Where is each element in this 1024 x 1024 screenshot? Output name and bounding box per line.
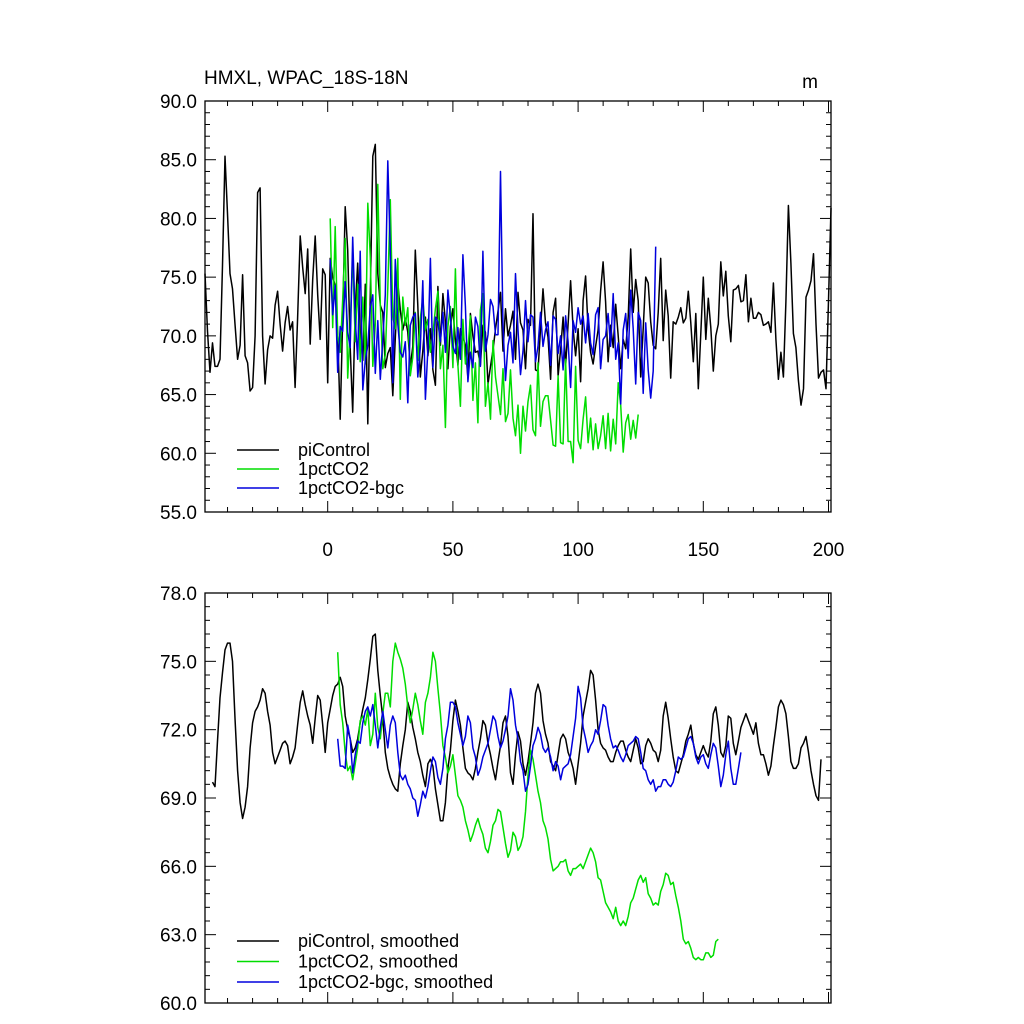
legend-label: piControl, smoothed xyxy=(298,931,459,951)
y-tick-label: 60.0 xyxy=(160,444,197,465)
x-tick-label: 150 xyxy=(687,540,719,561)
y-tick-label: 60.0 xyxy=(160,994,197,1015)
y-tick-label: 90.0 xyxy=(160,92,197,113)
legend-label: 1pctCO2, smoothed xyxy=(298,952,458,972)
bottom-axes: 60.0 63.0 66.0 69.0 72.0 75.0 78.0 xyxy=(160,584,832,1015)
series-line-picontrol-smoothed xyxy=(211,633,822,822)
y-tick-label: 75.0 xyxy=(160,652,197,673)
y-tick-label: 85.0 xyxy=(160,151,197,172)
y-tick-label: 75.0 xyxy=(160,268,197,289)
series-line-1pctco2-bgc xyxy=(329,160,657,405)
legend-label: piControl xyxy=(298,440,370,460)
bottom-panel: 60.0 63.0 66.0 69.0 72.0 75.0 78.0 piControl, … xyxy=(160,584,832,1015)
y-tick-label: 70.0 xyxy=(160,327,197,348)
x-tick-label: 200 xyxy=(813,540,845,561)
y-tick-label: 66.0 xyxy=(160,857,197,878)
x-tick-label: 0 xyxy=(322,540,333,561)
series-line-1pctco2-bgc-smoothed xyxy=(336,685,742,817)
legend-label: 1pctCO2-bgc, smoothed xyxy=(298,972,493,992)
bottom-plot-lines xyxy=(211,633,822,961)
y-tick-label: 63.0 xyxy=(160,926,197,947)
series-line-1pctco2 xyxy=(329,183,639,464)
top-plot-lines xyxy=(204,143,832,464)
y-tick-label: 80.0 xyxy=(160,209,197,230)
y-tick-label: 55.0 xyxy=(160,503,197,524)
y-tick-label: 65.0 xyxy=(160,386,197,407)
chart-title: HMXL, WPAC_18S-18N xyxy=(204,68,409,89)
x-tick-label: 100 xyxy=(562,540,594,561)
y-tick-label: 78.0 xyxy=(160,584,197,605)
y-tick-label: 69.0 xyxy=(160,789,197,810)
top-axes: 55.0 60.0 65.0 70.0 75.0 80.0 85.0 90.0 0 50 100 15… xyxy=(160,92,844,561)
x-tick-label: 50 xyxy=(442,540,463,561)
units-label: m xyxy=(802,72,818,93)
series-line-1pctco2-smoothed xyxy=(336,642,719,961)
plot-frame xyxy=(204,100,832,513)
legend-label: 1pctCO2-bgc xyxy=(298,478,404,498)
top-panel: HMXL, WPAC_18S-18N m 55.0 60.0 65.0 70.0 75.… xyxy=(160,68,844,561)
legend-label: 1pctCO2 xyxy=(298,459,369,479)
y-tick-label: 72.0 xyxy=(160,721,197,742)
series-line-picontrol xyxy=(204,143,832,425)
